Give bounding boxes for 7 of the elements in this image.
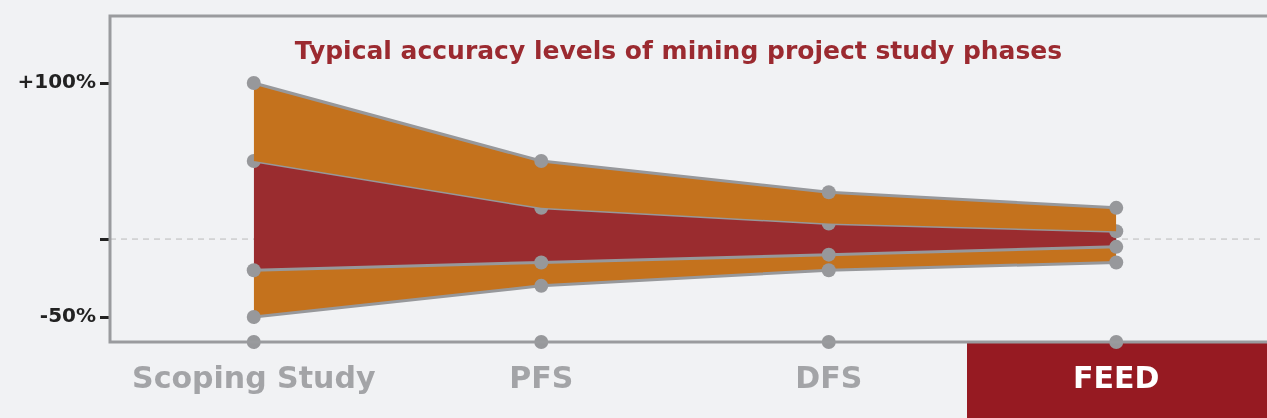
x-tick-label: PFS	[509, 359, 574, 395]
y-tick-label: +100%	[17, 69, 96, 94]
x-tick-label: DFS	[795, 359, 863, 395]
text: Typical accuracy levels of mining project study phases	[294, 35, 1063, 65]
x-tick-label: FEED	[1073, 359, 1160, 395]
x-tick-label: Scoping Study	[132, 359, 376, 395]
y-tick-label: -50%	[39, 303, 96, 328]
